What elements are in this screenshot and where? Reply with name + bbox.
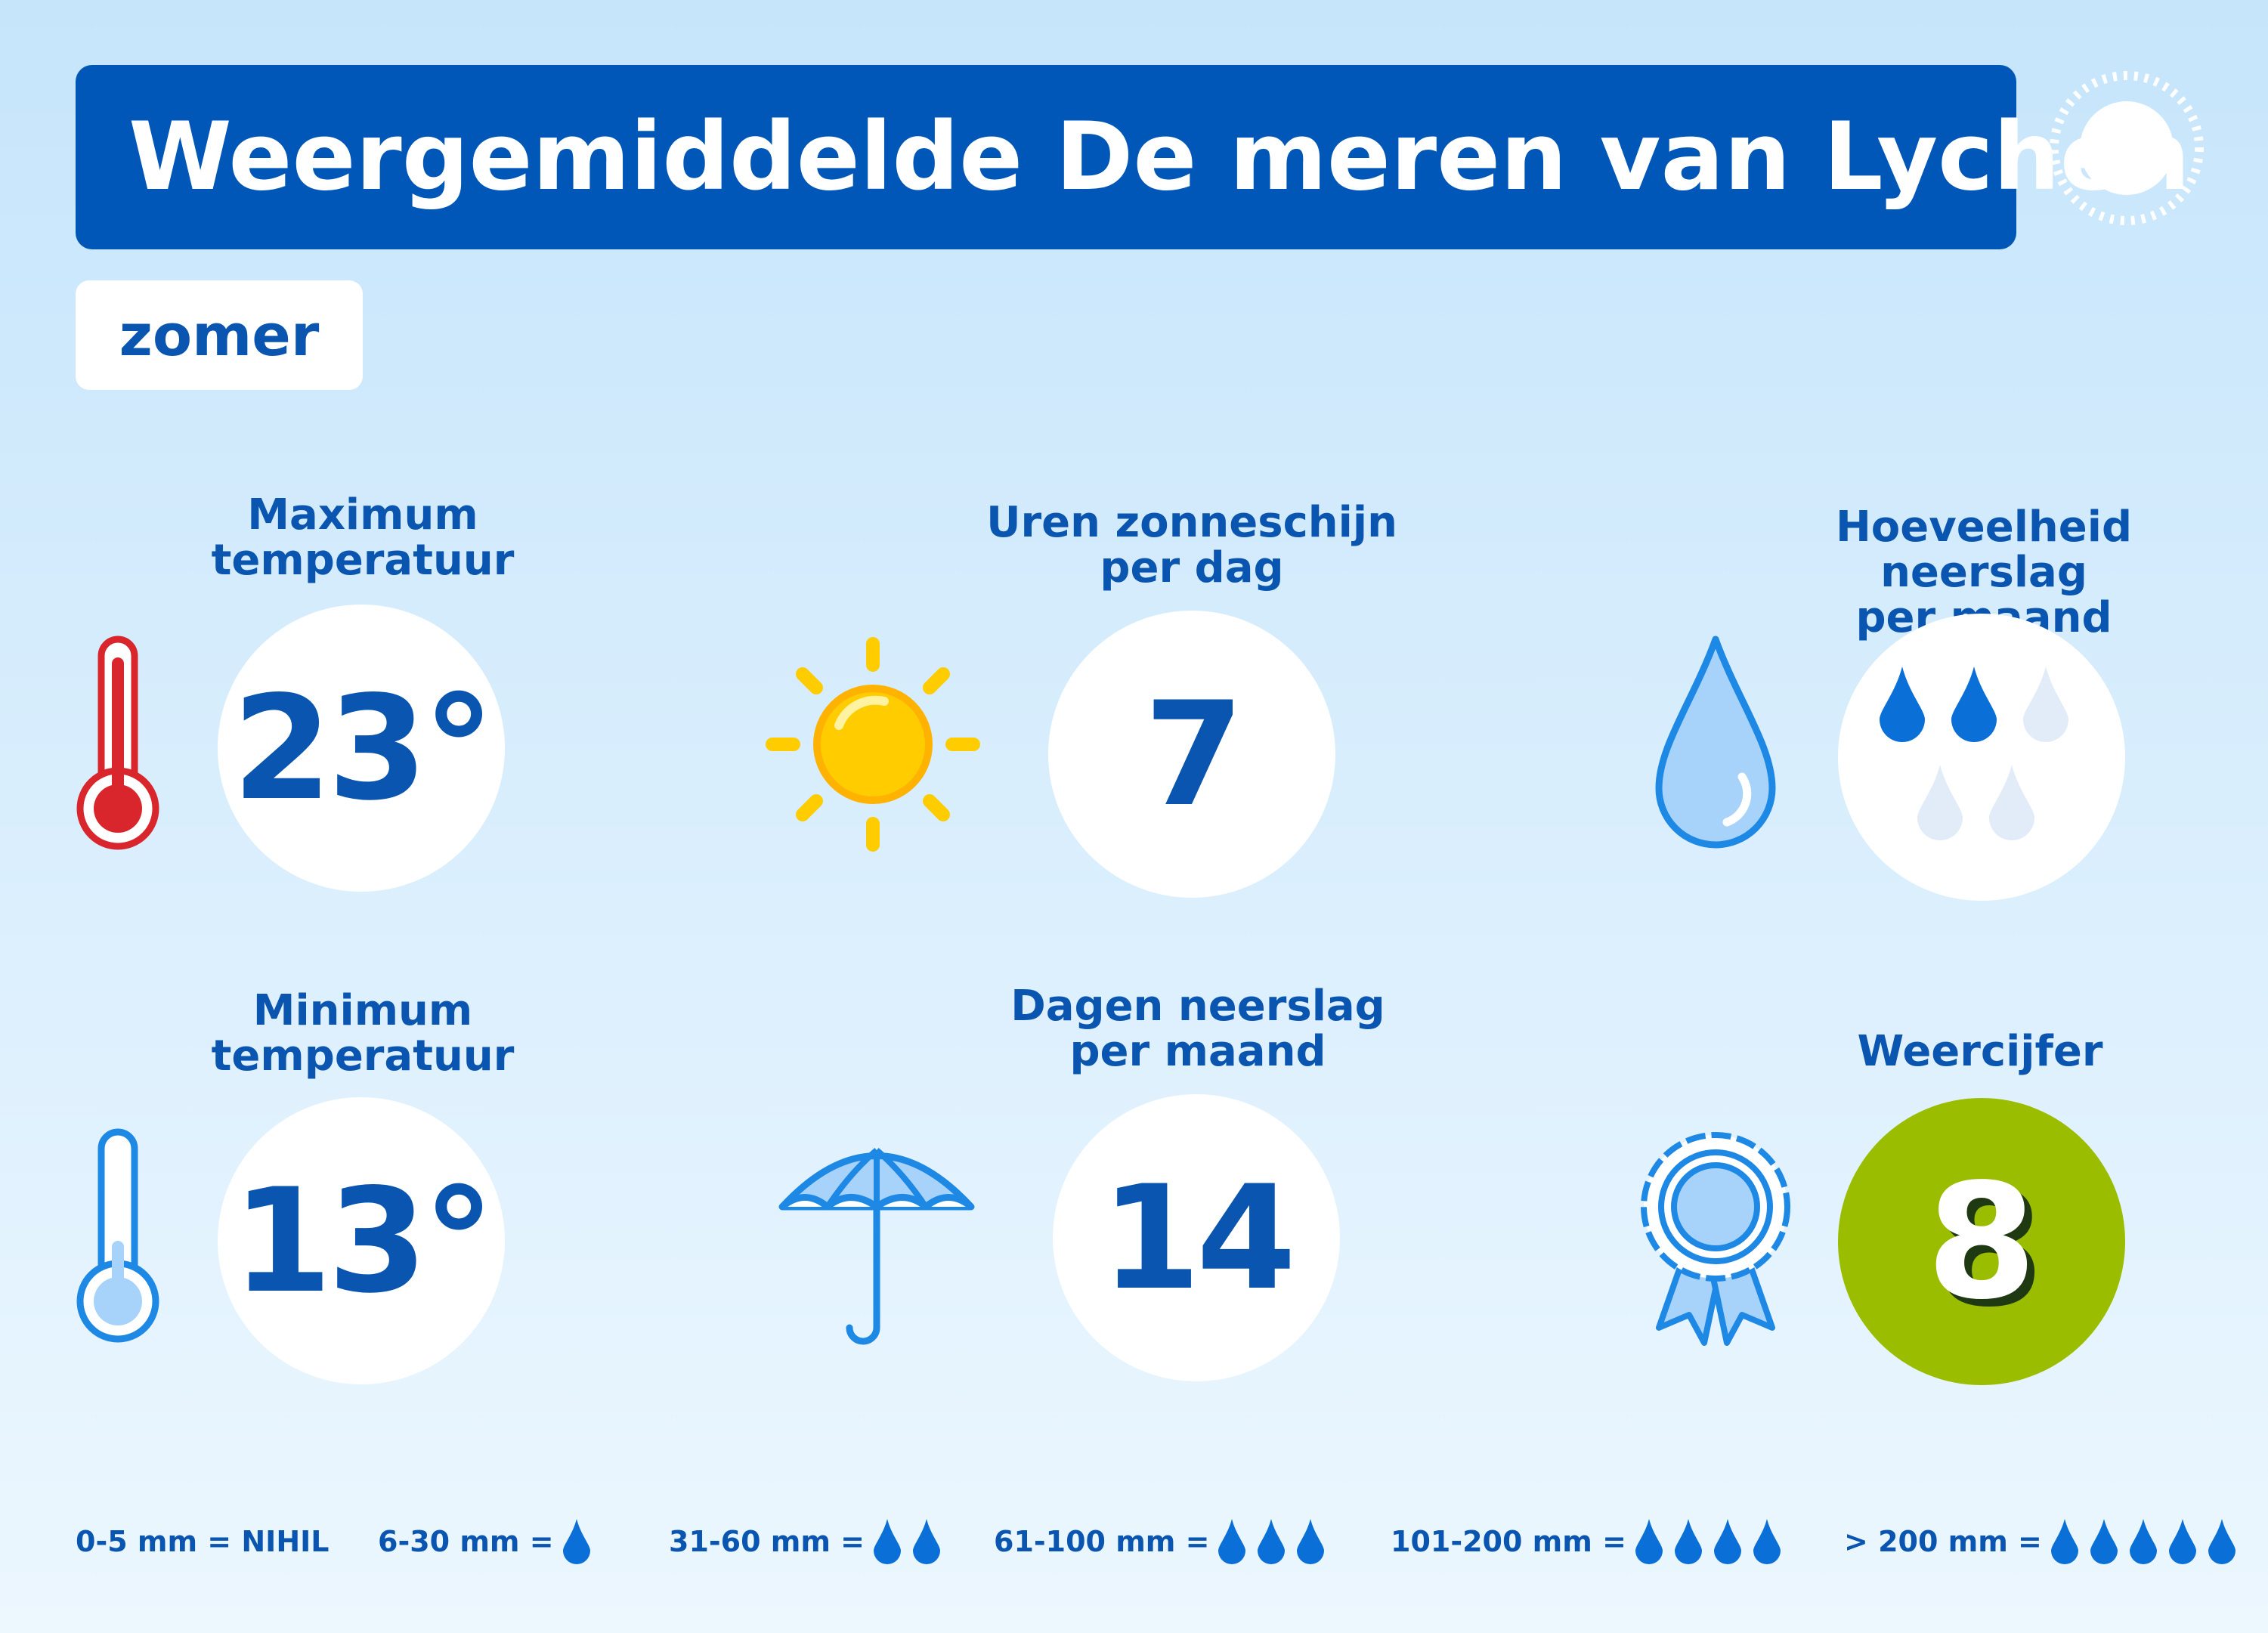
precip-drops-grid [1868, 651, 2095, 863]
sun-hours-label-line2: per dag [1100, 543, 1284, 592]
title-bar: Weergemiddelde De meren van Lychen [76, 65, 2190, 249]
legend-item: 0-5 mm = NIHIL [76, 1511, 329, 1572]
raindrop-icon [913, 1519, 941, 1564]
sun-hours-circle: 7 [1048, 611, 1335, 898]
award-rosette-icon [1632, 1127, 1799, 1347]
precip-days-label-line2: per maand [1069, 1027, 1326, 1076]
raindrop-filled-icon [1951, 666, 1997, 742]
sun-hours-label: Uren zonneschijn per dag [969, 500, 1415, 591]
legend-text: 61-100 mm = [994, 1525, 1210, 1558]
legend-drops [2050, 1517, 2246, 1566]
raindrop-icon [2129, 1519, 2157, 1564]
max-temp-label-line1: Maximum [247, 490, 478, 540]
raindrop-empty-icon [2023, 666, 2068, 742]
max-temp-circle: 23° [218, 605, 505, 892]
legend-item: 31-60 mm = [669, 1511, 951, 1572]
raindrop-icon [2090, 1519, 2118, 1564]
max-temp-value: 23° [232, 664, 494, 832]
max-temp-label: Maximum temperatuur [181, 493, 544, 583]
min-temp-label: Minimum temperatuur [181, 988, 544, 1079]
legend-text: > 200 mm = [1844, 1525, 2042, 1558]
raindrop-icon [2050, 1519, 2078, 1564]
max-temp-label-line2: temperatuur [211, 536, 515, 585]
legend-item: 61-100 mm = [994, 1511, 1335, 1572]
legend-text: 6-30 mm = [378, 1525, 554, 1558]
weather-score-label: Weercijfer [1806, 1029, 2154, 1075]
legend-item: > 200 mm = [1844, 1511, 2246, 1572]
raindrop-icon [2208, 1519, 2236, 1564]
precip-amount-circle [1838, 614, 2125, 901]
precip-days-label: Dagen neerslag per maand [982, 984, 1413, 1075]
precip-days-label-line1: Dagen neerslag [1010, 982, 1385, 1031]
raindrop-filled-icon [1880, 666, 1925, 742]
page-title: Weergemiddelde De meren van Lychen [128, 103, 2191, 212]
umbrella-icon [775, 1127, 979, 1347]
precip-days-value: 14 [1100, 1154, 1296, 1322]
legend-drops [1634, 1517, 1791, 1566]
legend-drops [1217, 1517, 1335, 1566]
thermometer-cold-icon [76, 1127, 160, 1347]
thermometer-hot-icon [76, 635, 160, 854]
precip-amount-label-line1: Hoeveelheid neerslag [1835, 503, 2133, 597]
min-temp-label-line1: Minimum [252, 986, 473, 1035]
legend-item: 6-30 mm = [378, 1511, 601, 1572]
raindrop-empty-icon [1917, 765, 1963, 840]
legend-drops [562, 1517, 601, 1566]
weather-score-circle: 8 [1838, 1098, 2125, 1385]
min-temp-circle: 13° [218, 1097, 505, 1384]
raindrop-icon [562, 1519, 590, 1564]
weather-score-value: 8 [1926, 1149, 2037, 1335]
raindrop-icon [1258, 1519, 1286, 1564]
legend-drops [872, 1517, 951, 1566]
raindrop-icon [874, 1519, 902, 1564]
legend-item: 101-200 mm = [1391, 1511, 1791, 1572]
sun-icon [763, 635, 982, 854]
raindrop-icon [2168, 1519, 2196, 1564]
legend-text: 101-200 mm = [1391, 1525, 1626, 1558]
raindrop-icon [1635, 1519, 1663, 1564]
raindrop-icon [1218, 1519, 1246, 1564]
raindrop-icon [1651, 633, 1780, 854]
raindrop-icon [1753, 1519, 1781, 1564]
sun-hours-value: 7 [1143, 670, 1244, 838]
raindrop-empty-icon [1989, 765, 2034, 840]
sun-icon [2044, 65, 2210, 231]
min-temp-label-line2: temperatuur [211, 1031, 515, 1081]
season-badge: zomer [76, 280, 363, 390]
legend-text: 0-5 mm = NIHIL [76, 1525, 330, 1558]
raindrop-icon [1674, 1519, 1702, 1564]
sun-hours-label-line1: Uren zonneschijn [986, 498, 1397, 547]
legend-text: 31-60 mm = [669, 1525, 865, 1558]
weather-score-label-line1: Weercijfer [1857, 1027, 2103, 1076]
min-temp-value: 13° [232, 1157, 494, 1325]
raindrop-icon [1297, 1519, 1325, 1564]
raindrop-icon [1713, 1519, 1741, 1564]
precip-days-circle: 14 [1053, 1094, 1340, 1381]
